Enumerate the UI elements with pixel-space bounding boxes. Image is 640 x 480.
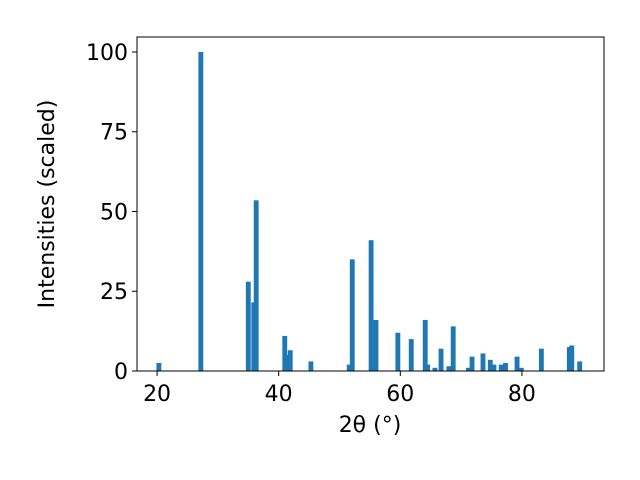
bar [373, 319, 379, 371]
y-tick-label: 0 [114, 360, 128, 385]
x-tick-label: 40 [265, 382, 293, 407]
y-tick-label: 25 [100, 280, 128, 305]
bar [198, 51, 204, 371]
bar [498, 364, 504, 371]
bar [282, 335, 288, 371]
bar [245, 281, 251, 371]
bar [446, 366, 452, 371]
bar [518, 367, 524, 371]
bar [156, 363, 162, 371]
bar [450, 326, 456, 371]
bar [368, 240, 374, 371]
bar [432, 367, 438, 371]
bar [469, 356, 475, 371]
bar [465, 367, 471, 371]
bar [408, 339, 414, 371]
x-tick-label: 80 [508, 382, 536, 407]
bar [308, 361, 314, 371]
bar [253, 200, 259, 371]
bar [438, 348, 444, 371]
bar [569, 345, 575, 371]
bar [514, 356, 520, 371]
bar [422, 319, 428, 371]
x-tick-label: 60 [386, 382, 414, 407]
y-tick-label: 100 [86, 41, 128, 66]
bar [487, 359, 493, 371]
y-tick-label: 75 [100, 121, 128, 146]
bar [285, 355, 291, 371]
bar [349, 259, 355, 371]
bar [425, 364, 431, 371]
bar [577, 361, 583, 371]
y-tick-label: 50 [100, 200, 128, 225]
y-axis-label: Intensities (scaled) [35, 100, 60, 309]
bar [287, 350, 293, 371]
x-axis-label: 2θ (°) [339, 413, 402, 438]
plot-frame [136, 36, 605, 372]
x-tick-label: 20 [143, 382, 171, 407]
bar [480, 353, 486, 371]
bar [491, 364, 497, 371]
bar [538, 348, 544, 371]
bar [503, 363, 508, 371]
bar [346, 364, 352, 371]
bar [395, 332, 401, 371]
